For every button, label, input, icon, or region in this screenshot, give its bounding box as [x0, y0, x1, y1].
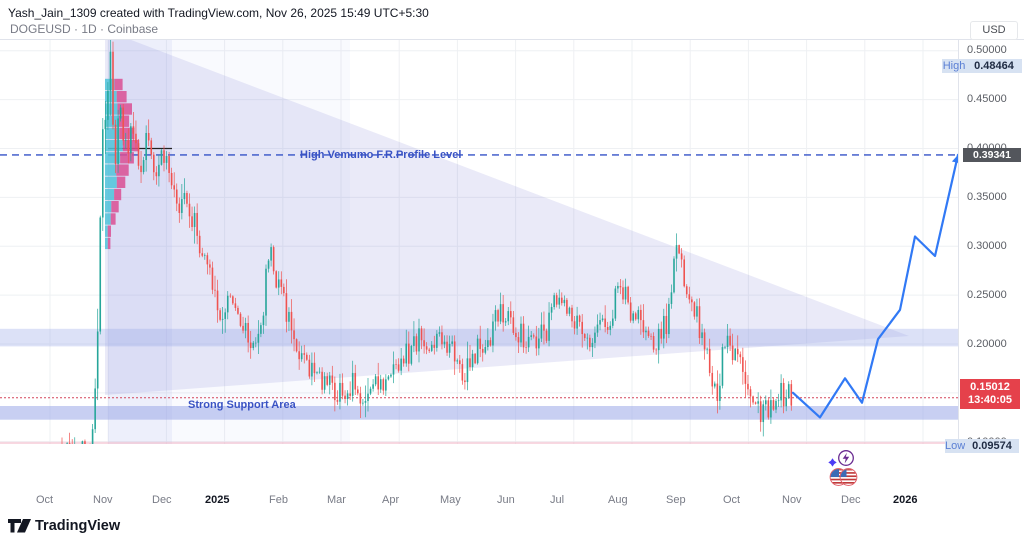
svg-text:TradingView: TradingView [35, 519, 121, 534]
